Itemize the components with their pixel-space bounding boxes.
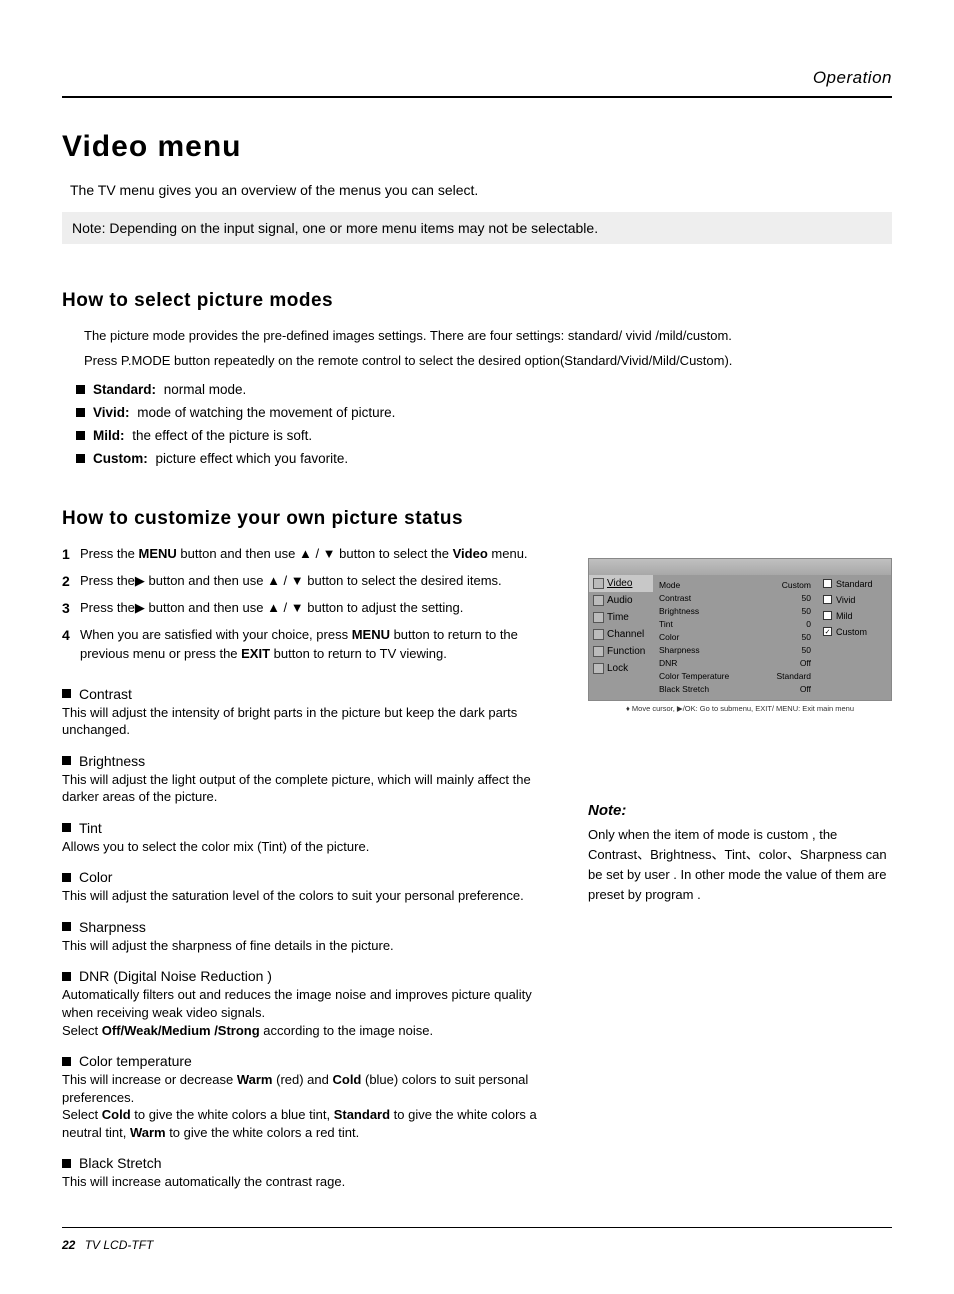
param-block: TintAllows you to select the color mix (… (62, 820, 558, 856)
bullet-icon (62, 972, 71, 981)
checkbox-icon (823, 611, 832, 620)
bullet-icon (62, 1159, 71, 1168)
bullet-item: Custom: picture effect which you favorit… (76, 451, 892, 466)
param-block: Black StretchThis will increase automati… (62, 1155, 558, 1191)
osd-row: Contrast50 (659, 592, 811, 605)
mode-bullet-list: Standard: normal mode. Vivid: mode of wat… (76, 382, 892, 466)
section2-heading: How to customize your own picture status (62, 508, 892, 530)
osd-nav-item: Lock (589, 660, 653, 677)
osd-nav-icon (593, 578, 604, 589)
bullet-icon (76, 454, 85, 463)
osd-nav-icon (593, 612, 604, 623)
osd-nav-item: Video (589, 575, 653, 592)
checkbox-icon: ✓ (823, 627, 832, 636)
bullet-icon (76, 385, 85, 394)
osd-row: Sharpness50 (659, 644, 811, 657)
param-block: BrightnessThis will adjust the light out… (62, 753, 558, 806)
osd-nav-item: Time (589, 609, 653, 626)
step-item: 3Press the▶ button and then use ▲ / ▼ bu… (62, 598, 558, 619)
page-title: Video menu (62, 130, 892, 164)
osd-option: Standard (823, 579, 885, 589)
step-item: 1Press the MENU button and then use ▲ / … (62, 544, 558, 565)
bullet-icon (76, 408, 85, 417)
note-title: Note: (588, 802, 892, 819)
osd-option: Mild (823, 611, 885, 621)
osd-hint: ♦ Move cursor, ▶/OK: Go to submenu, EXIT… (588, 701, 892, 716)
osd-nav-icon (593, 646, 604, 657)
osd-options: Standard Vivid Mild ✓Custom (817, 575, 891, 700)
osd-nav-icon (593, 595, 604, 606)
section1-intro1: The picture mode provides the pre-define… (84, 326, 892, 347)
bullet-icon (62, 823, 71, 832)
checkbox-icon (823, 595, 832, 604)
intro-text: The TV menu gives you an overview of the… (70, 182, 892, 198)
osd-option: Vivid (823, 595, 885, 605)
osd-row: Black StretchOff (659, 683, 811, 696)
bullet-icon (62, 1057, 71, 1066)
osd-row: Brightness50 (659, 605, 811, 618)
page-header: Operation (62, 68, 892, 88)
footer-label: TV LCD-TFT (85, 1238, 154, 1252)
osd-row: Color50 (659, 631, 811, 644)
osd-option: ✓Custom (823, 627, 885, 637)
osd-row: Tint0 (659, 618, 811, 631)
osd-nav-icon (593, 629, 604, 640)
note-text: Only when the item of mode is custom , t… (588, 825, 892, 906)
bullet-icon (76, 431, 85, 440)
bullet-item: Mild: the effect of the picture is soft. (76, 428, 892, 443)
footer-rule (62, 1227, 892, 1228)
side-note: Note: Only when the item of mode is cust… (588, 802, 892, 906)
osd-nav-item: Function (589, 643, 653, 660)
bullet-item: Standard: normal mode. (76, 382, 892, 397)
osd-row: DNROff (659, 657, 811, 670)
params-list: ContrastThis will adjust the intensity o… (62, 686, 558, 1191)
osd-nav-item: Channel (589, 626, 653, 643)
right-column: VideoAudioTimeChannelFunctionLock ModeCu… (588, 544, 892, 1205)
page-footer: 22 TV LCD-TFT (62, 1227, 892, 1252)
osd-nav-item: Audio (589, 592, 653, 609)
bullet-item: Vivid: mode of watching the movement of … (76, 405, 892, 420)
param-block: SharpnessThis will adjust the sharpness … (62, 919, 558, 955)
param-block: DNR (Digital Noise Reduction )Automatica… (62, 968, 558, 1039)
param-block: ColorThis will adjust the saturation lev… (62, 869, 558, 905)
checkbox-icon (823, 579, 832, 588)
left-column: 1Press the MENU button and then use ▲ / … (62, 544, 558, 1205)
bullet-icon (62, 873, 71, 882)
osd-titlebar (589, 559, 891, 575)
osd-screenshot: VideoAudioTimeChannelFunctionLock ModeCu… (588, 558, 892, 701)
note-box: Note: Depending on the input signal, one… (62, 212, 892, 244)
osd-row: ModeCustom (659, 579, 811, 592)
steps-list: 1Press the MENU button and then use ▲ / … (62, 544, 558, 664)
osd-settings: ModeCustomContrast50Brightness50Tint0Col… (653, 575, 817, 700)
header-rule (62, 96, 892, 98)
osd-row: Color TemperatureStandard (659, 670, 811, 683)
param-block: ContrastThis will adjust the intensity o… (62, 686, 558, 739)
section1-heading: How to select picture modes (62, 290, 892, 312)
bullet-icon (62, 689, 71, 698)
step-item: 2Press the▶ button and then use ▲ / ▼ bu… (62, 571, 558, 592)
osd-nav-icon (593, 663, 604, 674)
bullet-icon (62, 756, 71, 765)
page-number: 22 (62, 1238, 75, 1252)
param-block: Color temperatureThis will increase or d… (62, 1053, 558, 1141)
bullet-icon (62, 922, 71, 931)
section-label: Operation (813, 68, 892, 87)
step-item: 4When you are satisfied with your choice… (62, 625, 558, 664)
osd-nav: VideoAudioTimeChannelFunctionLock (589, 575, 653, 700)
section1-intro2: Press P.MODE button repeatedly on the re… (84, 351, 892, 372)
